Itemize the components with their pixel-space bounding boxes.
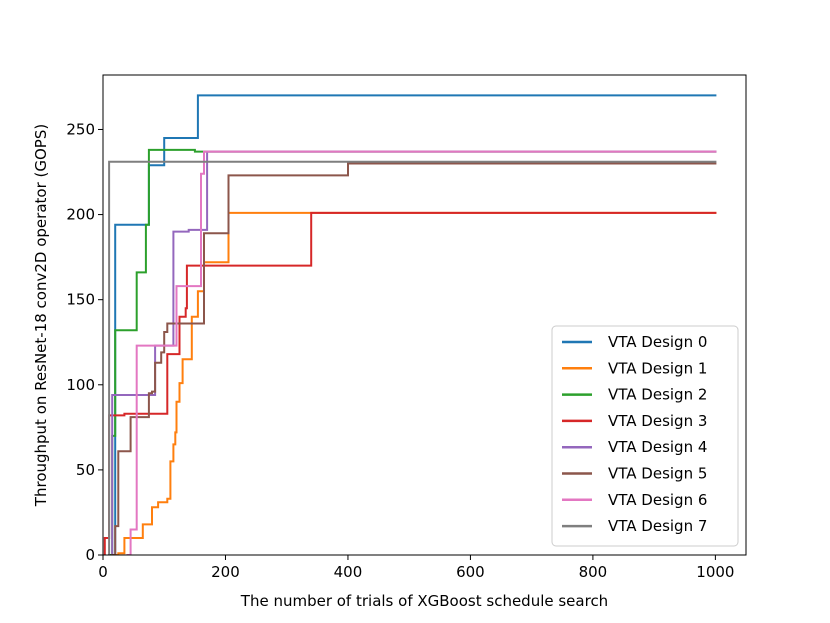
y-tick-label: 150 bbox=[66, 291, 95, 309]
y-tick-label: 0 bbox=[85, 546, 95, 564]
legend-label-design-6: VTA Design 6 bbox=[608, 491, 707, 509]
plot-frame bbox=[102, 74, 747, 556]
series-line-design-1 bbox=[114, 211, 717, 555]
legend-label-design-7: VTA Design 7 bbox=[608, 517, 707, 535]
y-axis-label: Throughput on ResNet-18 conv2D operator … bbox=[32, 124, 50, 507]
series-line-design-5 bbox=[111, 162, 717, 555]
x-tick-label: 1000 bbox=[696, 563, 734, 581]
series-layer bbox=[103, 94, 717, 555]
series-line-design-4 bbox=[111, 150, 717, 555]
y-tick-label: 100 bbox=[66, 376, 95, 394]
x-axis-label: The number of trials of XGBoost schedule… bbox=[240, 592, 608, 610]
series-line-design-6 bbox=[126, 150, 717, 555]
legend-label-design-0: VTA Design 0 bbox=[608, 333, 707, 351]
y-tick-label: 250 bbox=[66, 120, 95, 138]
y-tick-label: 200 bbox=[66, 206, 95, 224]
y-tick-label: 50 bbox=[76, 461, 95, 479]
x-tick-label: 200 bbox=[211, 563, 240, 581]
series-line-design-7 bbox=[108, 160, 717, 555]
legend-label-design-5: VTA Design 5 bbox=[608, 465, 707, 483]
legend-label-design-1: VTA Design 1 bbox=[608, 359, 707, 377]
x-tick-label: 0 bbox=[98, 563, 108, 581]
legend-label-design-4: VTA Design 4 bbox=[608, 438, 707, 456]
legend-box bbox=[551, 325, 739, 547]
y-axis: 0 50 100 150 200 250 bbox=[66, 120, 103, 564]
x-tick-label: 600 bbox=[456, 563, 485, 581]
legend-label-design-3: VTA Design 3 bbox=[608, 412, 707, 430]
x-axis: 0 200 400 600 800 1000 bbox=[98, 555, 734, 581]
legend: VTA Design 0 VTA Design 1 VTA Design 2 VTA … bbox=[551, 325, 739, 547]
legend-label-design-2: VTA Design 2 bbox=[608, 386, 707, 404]
x-tick-label: 400 bbox=[334, 563, 363, 581]
x-tick-label: 800 bbox=[579, 563, 608, 581]
